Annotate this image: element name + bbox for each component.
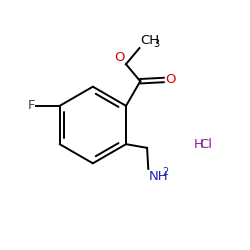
Text: 2: 2 (163, 167, 169, 177)
Text: F: F (28, 99, 35, 112)
Text: 3: 3 (154, 39, 160, 49)
Text: NH: NH (148, 170, 168, 183)
Text: CH: CH (140, 34, 159, 47)
Text: H: H (194, 138, 204, 151)
Text: Cl: Cl (199, 138, 212, 151)
Text: O: O (115, 51, 125, 64)
Text: O: O (165, 74, 176, 86)
